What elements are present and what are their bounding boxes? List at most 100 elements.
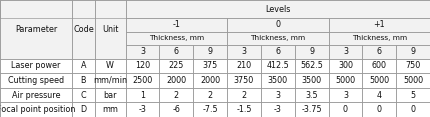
Text: +1: +1 xyxy=(373,20,385,29)
Bar xyxy=(160,45,193,58)
Bar xyxy=(362,58,396,73)
Bar xyxy=(396,102,430,117)
Text: 562.5: 562.5 xyxy=(300,61,323,70)
Text: 2000: 2000 xyxy=(200,76,220,85)
Bar xyxy=(329,73,362,88)
Bar xyxy=(329,32,430,45)
Bar xyxy=(362,45,396,58)
Bar xyxy=(329,88,362,102)
Text: 6: 6 xyxy=(275,47,280,56)
Bar xyxy=(95,102,126,117)
Bar xyxy=(0,58,72,73)
Bar xyxy=(72,88,95,102)
Bar xyxy=(95,0,126,58)
Bar xyxy=(362,88,396,102)
Text: mm: mm xyxy=(102,105,118,114)
Bar xyxy=(329,73,362,88)
Bar xyxy=(126,88,160,102)
Text: C: C xyxy=(80,91,86,100)
Bar xyxy=(160,58,193,73)
Text: W: W xyxy=(106,61,114,70)
Text: Air pressure: Air pressure xyxy=(12,91,60,100)
Text: Laser power: Laser power xyxy=(12,61,61,70)
Bar xyxy=(329,88,362,102)
Bar xyxy=(396,73,430,88)
Text: 3: 3 xyxy=(140,47,145,56)
Text: 210: 210 xyxy=(237,61,252,70)
Text: mm/min: mm/min xyxy=(93,76,127,85)
Text: 5000: 5000 xyxy=(335,76,356,85)
Bar xyxy=(126,45,160,58)
Bar xyxy=(261,88,295,102)
Bar xyxy=(295,102,329,117)
Text: 600: 600 xyxy=(372,61,387,70)
Bar xyxy=(295,73,329,88)
Bar xyxy=(160,45,193,58)
Bar xyxy=(72,58,95,73)
Bar xyxy=(261,45,295,58)
Bar xyxy=(227,102,261,117)
Bar xyxy=(362,58,396,73)
Text: 3: 3 xyxy=(242,47,246,56)
Text: Code: Code xyxy=(73,25,94,34)
Text: -3: -3 xyxy=(274,105,282,114)
Bar xyxy=(329,45,362,58)
Bar xyxy=(396,58,430,73)
Bar xyxy=(0,45,126,58)
Text: 2500: 2500 xyxy=(132,76,153,85)
Text: -6: -6 xyxy=(172,105,180,114)
Text: 0: 0 xyxy=(411,105,415,114)
Bar xyxy=(126,0,430,18)
Bar xyxy=(72,58,95,73)
Bar xyxy=(329,58,362,73)
Text: Unit: Unit xyxy=(102,25,118,34)
Bar xyxy=(329,18,430,32)
Text: Thickness, mm: Thickness, mm xyxy=(149,35,204,41)
Bar xyxy=(295,58,329,73)
Bar xyxy=(72,0,95,58)
Text: 750: 750 xyxy=(405,61,421,70)
Bar xyxy=(227,73,261,88)
Bar xyxy=(126,18,227,32)
Bar xyxy=(261,45,295,58)
Text: 2000: 2000 xyxy=(166,76,186,85)
Bar xyxy=(126,73,160,88)
Bar xyxy=(396,45,430,58)
Bar xyxy=(261,88,295,102)
Bar xyxy=(0,102,72,117)
Bar xyxy=(193,88,227,102)
Bar xyxy=(227,58,261,73)
Text: 2: 2 xyxy=(174,91,179,100)
Text: 3: 3 xyxy=(275,91,280,100)
Bar xyxy=(160,58,193,73)
Text: 0: 0 xyxy=(343,105,348,114)
Bar xyxy=(72,73,95,88)
Bar xyxy=(295,102,329,117)
Bar xyxy=(0,32,126,45)
Bar xyxy=(72,102,95,117)
Text: 3750: 3750 xyxy=(234,76,254,85)
Bar xyxy=(362,73,396,88)
Bar xyxy=(227,18,329,32)
Bar xyxy=(193,45,227,58)
Bar xyxy=(160,102,193,117)
Bar xyxy=(329,102,362,117)
Text: 3.5: 3.5 xyxy=(305,91,318,100)
Bar xyxy=(126,58,160,73)
Text: 412.5: 412.5 xyxy=(267,61,289,70)
Text: 5000: 5000 xyxy=(403,76,423,85)
Text: 0: 0 xyxy=(377,105,382,114)
Text: Cutting speed: Cutting speed xyxy=(8,76,64,85)
Bar xyxy=(126,0,430,18)
Text: B: B xyxy=(81,76,86,85)
Bar xyxy=(72,102,95,117)
Text: 9: 9 xyxy=(411,47,416,56)
Bar xyxy=(0,0,72,58)
Bar xyxy=(362,45,396,58)
Text: A: A xyxy=(81,61,86,70)
Bar xyxy=(261,73,295,88)
Bar xyxy=(227,88,261,102)
Bar xyxy=(126,102,160,117)
Text: 6: 6 xyxy=(174,47,179,56)
Bar xyxy=(126,88,160,102)
